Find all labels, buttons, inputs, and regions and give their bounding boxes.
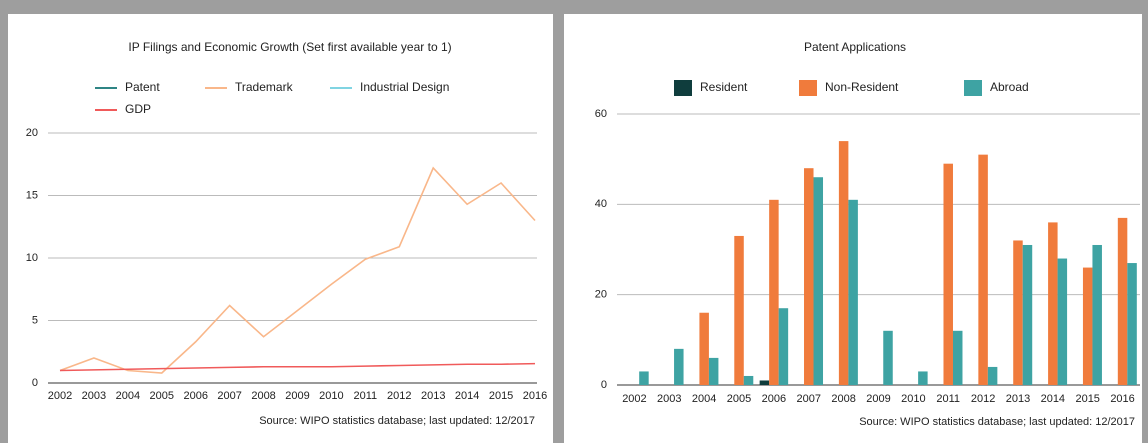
legend-label: Trademark xyxy=(235,80,294,94)
y-tick-label: 40 xyxy=(595,198,607,210)
chart-title: Patent Applications xyxy=(804,40,906,54)
legend-swatch xyxy=(964,80,982,96)
y-tick-label: 20 xyxy=(26,127,38,139)
x-tick-label: 2012 xyxy=(387,390,411,402)
y-tick-label: 60 xyxy=(595,108,607,120)
x-tick-label: 2004 xyxy=(116,390,140,402)
bar xyxy=(734,235,744,385)
x-tick-label: 2002 xyxy=(622,393,646,405)
x-tick-label: 2006 xyxy=(762,393,786,405)
bar xyxy=(1022,244,1033,385)
bar xyxy=(1048,222,1058,385)
x-tick-label: 2009 xyxy=(866,393,890,405)
bar xyxy=(743,375,754,385)
legend-label: Abroad xyxy=(990,80,1029,94)
x-tick-label: 2005 xyxy=(150,390,174,402)
x-tick-label: 2011 xyxy=(354,390,378,402)
legend-label: Non-Resident xyxy=(825,80,899,94)
x-tick-label: 2013 xyxy=(421,390,445,402)
x-tick-label: 2016 xyxy=(1110,393,1134,405)
legend-label: GDP xyxy=(125,102,151,116)
bar xyxy=(708,357,719,385)
bar xyxy=(813,177,824,385)
x-tick-label: 2015 xyxy=(489,390,513,402)
bar xyxy=(918,371,928,385)
source-note: Source: WIPO statistics database; last u… xyxy=(859,416,1135,428)
legend-swatch xyxy=(799,80,817,96)
bar xyxy=(952,330,963,385)
x-tick-label: 2009 xyxy=(285,390,309,402)
series-line xyxy=(59,362,536,372)
bar xyxy=(883,330,893,385)
x-tick-label: 2003 xyxy=(82,390,106,402)
bar xyxy=(804,168,814,385)
y-tick-label: 0 xyxy=(32,377,38,389)
x-tick-label: 2005 xyxy=(727,393,751,405)
x-tick-label: 2010 xyxy=(901,393,925,405)
x-tick-label: 2011 xyxy=(936,393,960,405)
x-tick-label: 2006 xyxy=(183,390,207,402)
left-panel xyxy=(8,14,553,443)
bar xyxy=(769,199,779,385)
bar xyxy=(987,366,998,385)
y-tick-label: 20 xyxy=(595,289,607,301)
y-tick-label: 15 xyxy=(26,189,38,201)
x-tick-label: 2015 xyxy=(1075,393,1099,405)
x-tick-label: 2007 xyxy=(797,393,821,405)
x-tick-label: 2008 xyxy=(251,390,275,402)
y-tick-label: 5 xyxy=(32,314,38,326)
x-tick-label: 2003 xyxy=(657,393,681,405)
y-tick-label: 10 xyxy=(26,252,38,264)
y-tick-label: 0 xyxy=(601,379,607,391)
bar xyxy=(1127,263,1137,385)
bar xyxy=(838,141,849,385)
bar xyxy=(943,163,953,385)
bar xyxy=(699,312,709,385)
bar xyxy=(848,199,858,385)
series-line xyxy=(59,166,536,374)
legend-label: Resident xyxy=(700,80,748,94)
bar xyxy=(978,154,988,385)
x-tick-label: 2016 xyxy=(523,390,547,402)
source-note: Source: WIPO statistics database; last u… xyxy=(259,415,535,427)
chart-title: IP Filings and Economic Growth (Set firs… xyxy=(128,40,451,54)
legend-swatch xyxy=(674,80,692,96)
bar xyxy=(1057,258,1068,385)
legend-label: Patent xyxy=(125,80,160,94)
bar xyxy=(674,348,684,385)
legend-label: Industrial Design xyxy=(360,80,449,94)
bar xyxy=(759,380,770,385)
bar xyxy=(1092,244,1102,385)
x-tick-label: 2007 xyxy=(217,390,241,402)
x-tick-label: 2014 xyxy=(1041,393,1065,405)
bar xyxy=(1117,217,1128,385)
x-tick-label: 2008 xyxy=(831,393,855,405)
bar xyxy=(778,308,789,385)
x-tick-label: 2002 xyxy=(48,390,72,402)
x-tick-label: 2014 xyxy=(455,390,479,402)
bar xyxy=(1013,240,1023,385)
bar xyxy=(639,371,649,385)
x-tick-label: 2010 xyxy=(319,390,343,402)
x-tick-label: 2004 xyxy=(692,393,716,405)
bar xyxy=(1082,267,1093,385)
x-tick-label: 2012 xyxy=(971,393,995,405)
x-tick-label: 2013 xyxy=(1006,393,1030,405)
